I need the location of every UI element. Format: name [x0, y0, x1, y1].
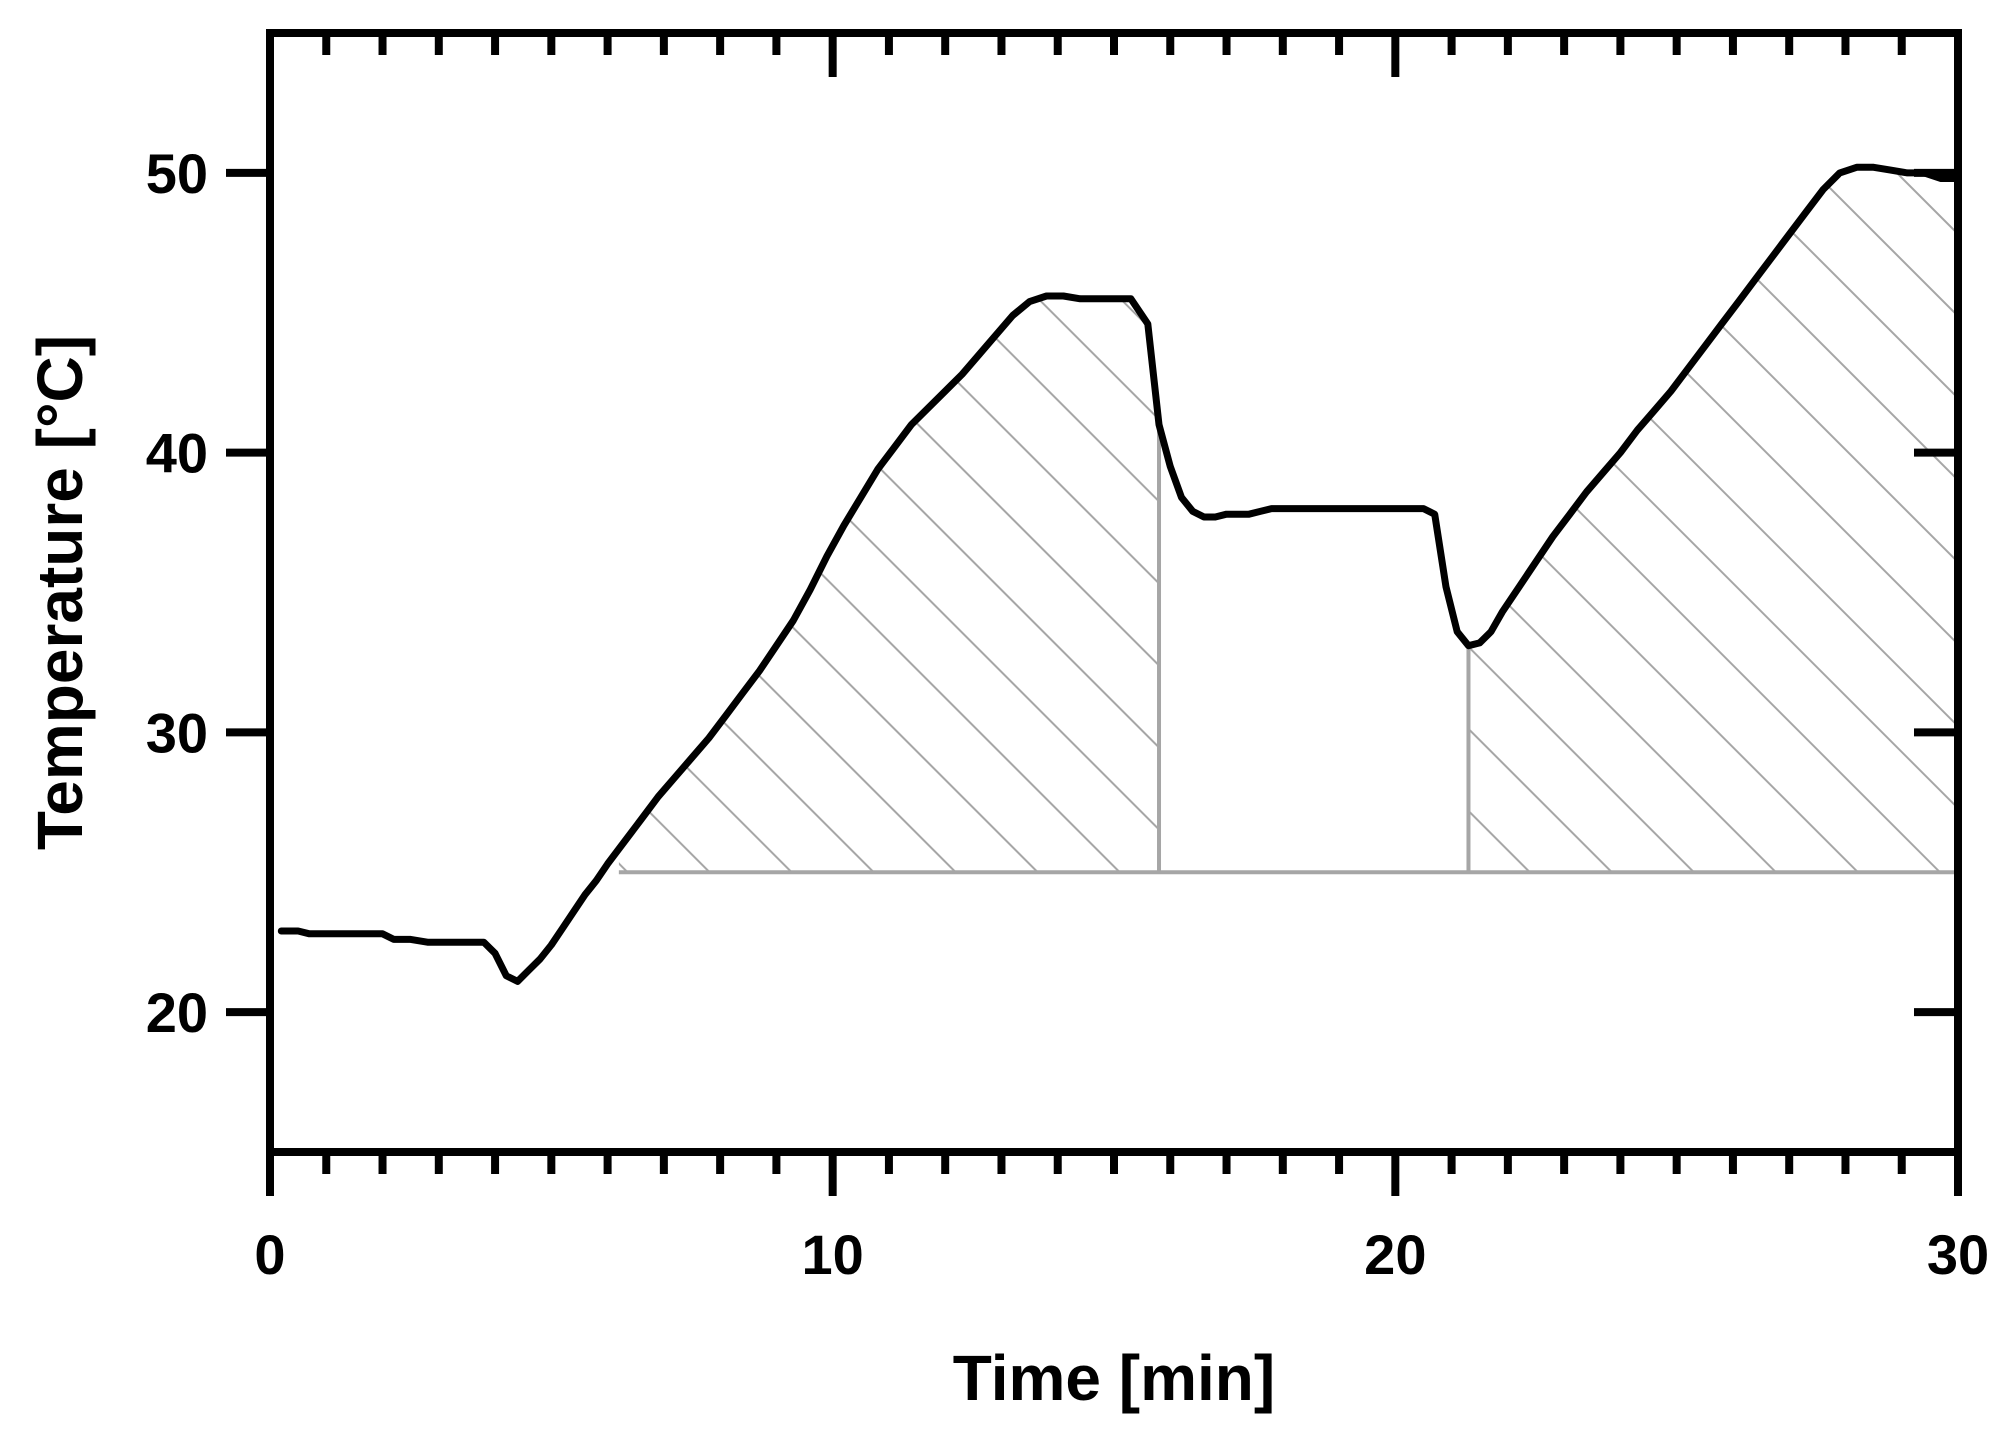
x-tick-label: 30 — [1927, 1223, 1989, 1286]
y-tick-label: 40 — [146, 422, 208, 485]
axis-ticks — [226, 33, 1962, 1196]
shaded-regions — [618, 167, 1958, 873]
hatched-region-2 — [1468, 167, 1958, 873]
x-tick-label: 20 — [1364, 1223, 1426, 1286]
y-tick-label: 50 — [146, 142, 208, 205]
x-axis-title: Time [min] — [953, 1342, 1275, 1414]
hatched-region-1 — [618, 296, 1159, 873]
y-axis-title: Temperature [°C] — [24, 335, 96, 850]
x-tick-label: 10 — [802, 1223, 864, 1286]
x-tick-labels: 0 10 20 30 — [254, 1223, 1989, 1286]
temperature-line — [277, 163, 1962, 985]
series-layer — [277, 163, 1962, 985]
region-guides — [618, 424, 1958, 875]
y-tick-label: 20 — [146, 981, 208, 1044]
y-tick-labels: 20 30 40 50 — [146, 142, 208, 1044]
y-tick-label: 30 — [146, 701, 208, 764]
x-tick-label: 0 — [254, 1223, 285, 1286]
